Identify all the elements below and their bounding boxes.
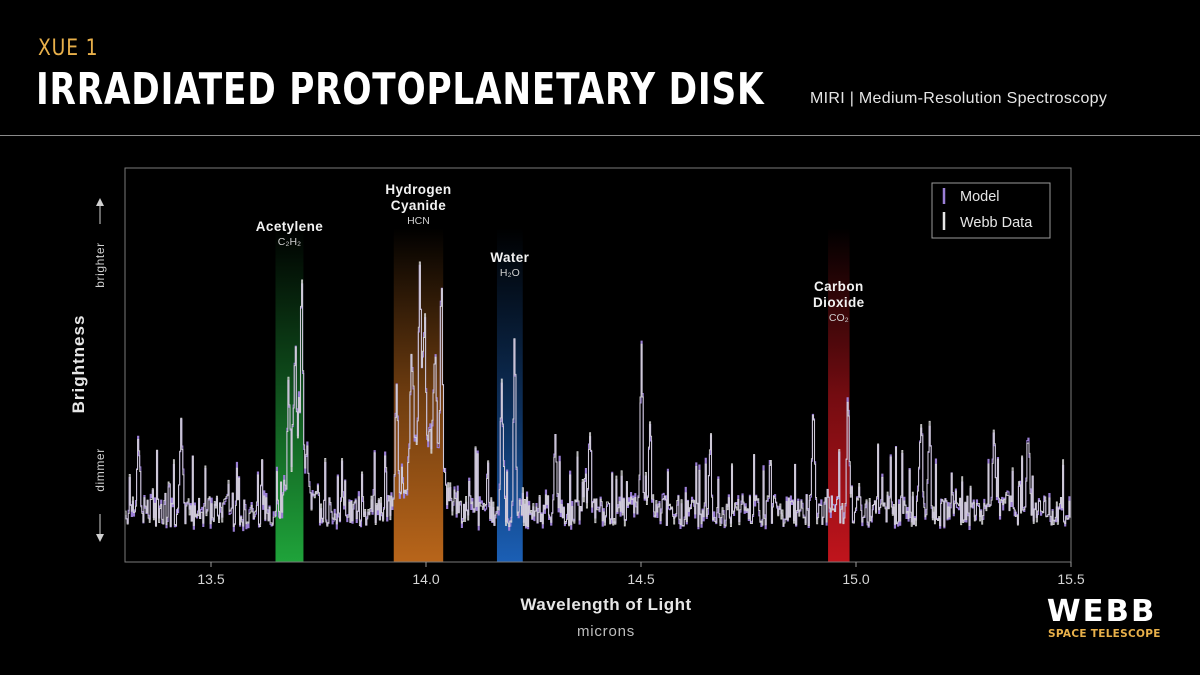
band-formula: H₂O [500,267,520,279]
instrument-label: MIRI | Medium-Resolution Spectroscopy [810,90,1108,107]
x-tick-label: 13.5 [197,571,224,587]
webb-logo: WEBB SPACE TELESCOPE [1046,594,1161,641]
y-axis-high-label: brighter [93,242,107,288]
band-label: Hydrogen [385,182,451,197]
x-tick-label: 14.0 [412,571,439,587]
legend-model-label: Model [960,189,1000,205]
x-axis-label: Wavelength of Light [520,595,691,614]
x-tick-label: 14.5 [627,571,654,587]
legend: Model Webb Data [931,182,1051,239]
band-label: Dioxide [813,295,865,310]
y-axis-low-label: dimmer [93,448,107,492]
y-arrow-down [96,514,104,542]
band-formula: HCN [407,215,430,227]
webb-data-series-line [125,261,1072,527]
logo-wordmark: WEBB [1046,594,1157,629]
band-label: Water [490,250,529,265]
legend-data-label: Webb Data [960,215,1033,231]
header-divider [0,135,1200,136]
model-series-line [125,264,1072,532]
logo-subtitle: SPACE TELESCOPE [1048,628,1161,640]
band-formula: CO₂ [829,312,849,324]
band-label: Carbon [814,279,864,294]
y-axis-label: Brightness [69,315,88,414]
target-name: XUE 1 [38,36,99,61]
x-tick-label: 15.0 [842,571,869,587]
plot-frame [124,167,1072,563]
y-arrow-up [96,198,104,224]
band-co [828,228,850,562]
x-tick-label: 15.5 [1057,571,1084,587]
x-axis-unit: microns [577,623,635,640]
band-formula: C₂H₂ [278,236,301,248]
page-title: IRRADIATED PROTOPLANETARY DISK [36,64,765,115]
band-label: Acetylene [256,219,323,234]
band-label: Cyanide [391,198,446,213]
